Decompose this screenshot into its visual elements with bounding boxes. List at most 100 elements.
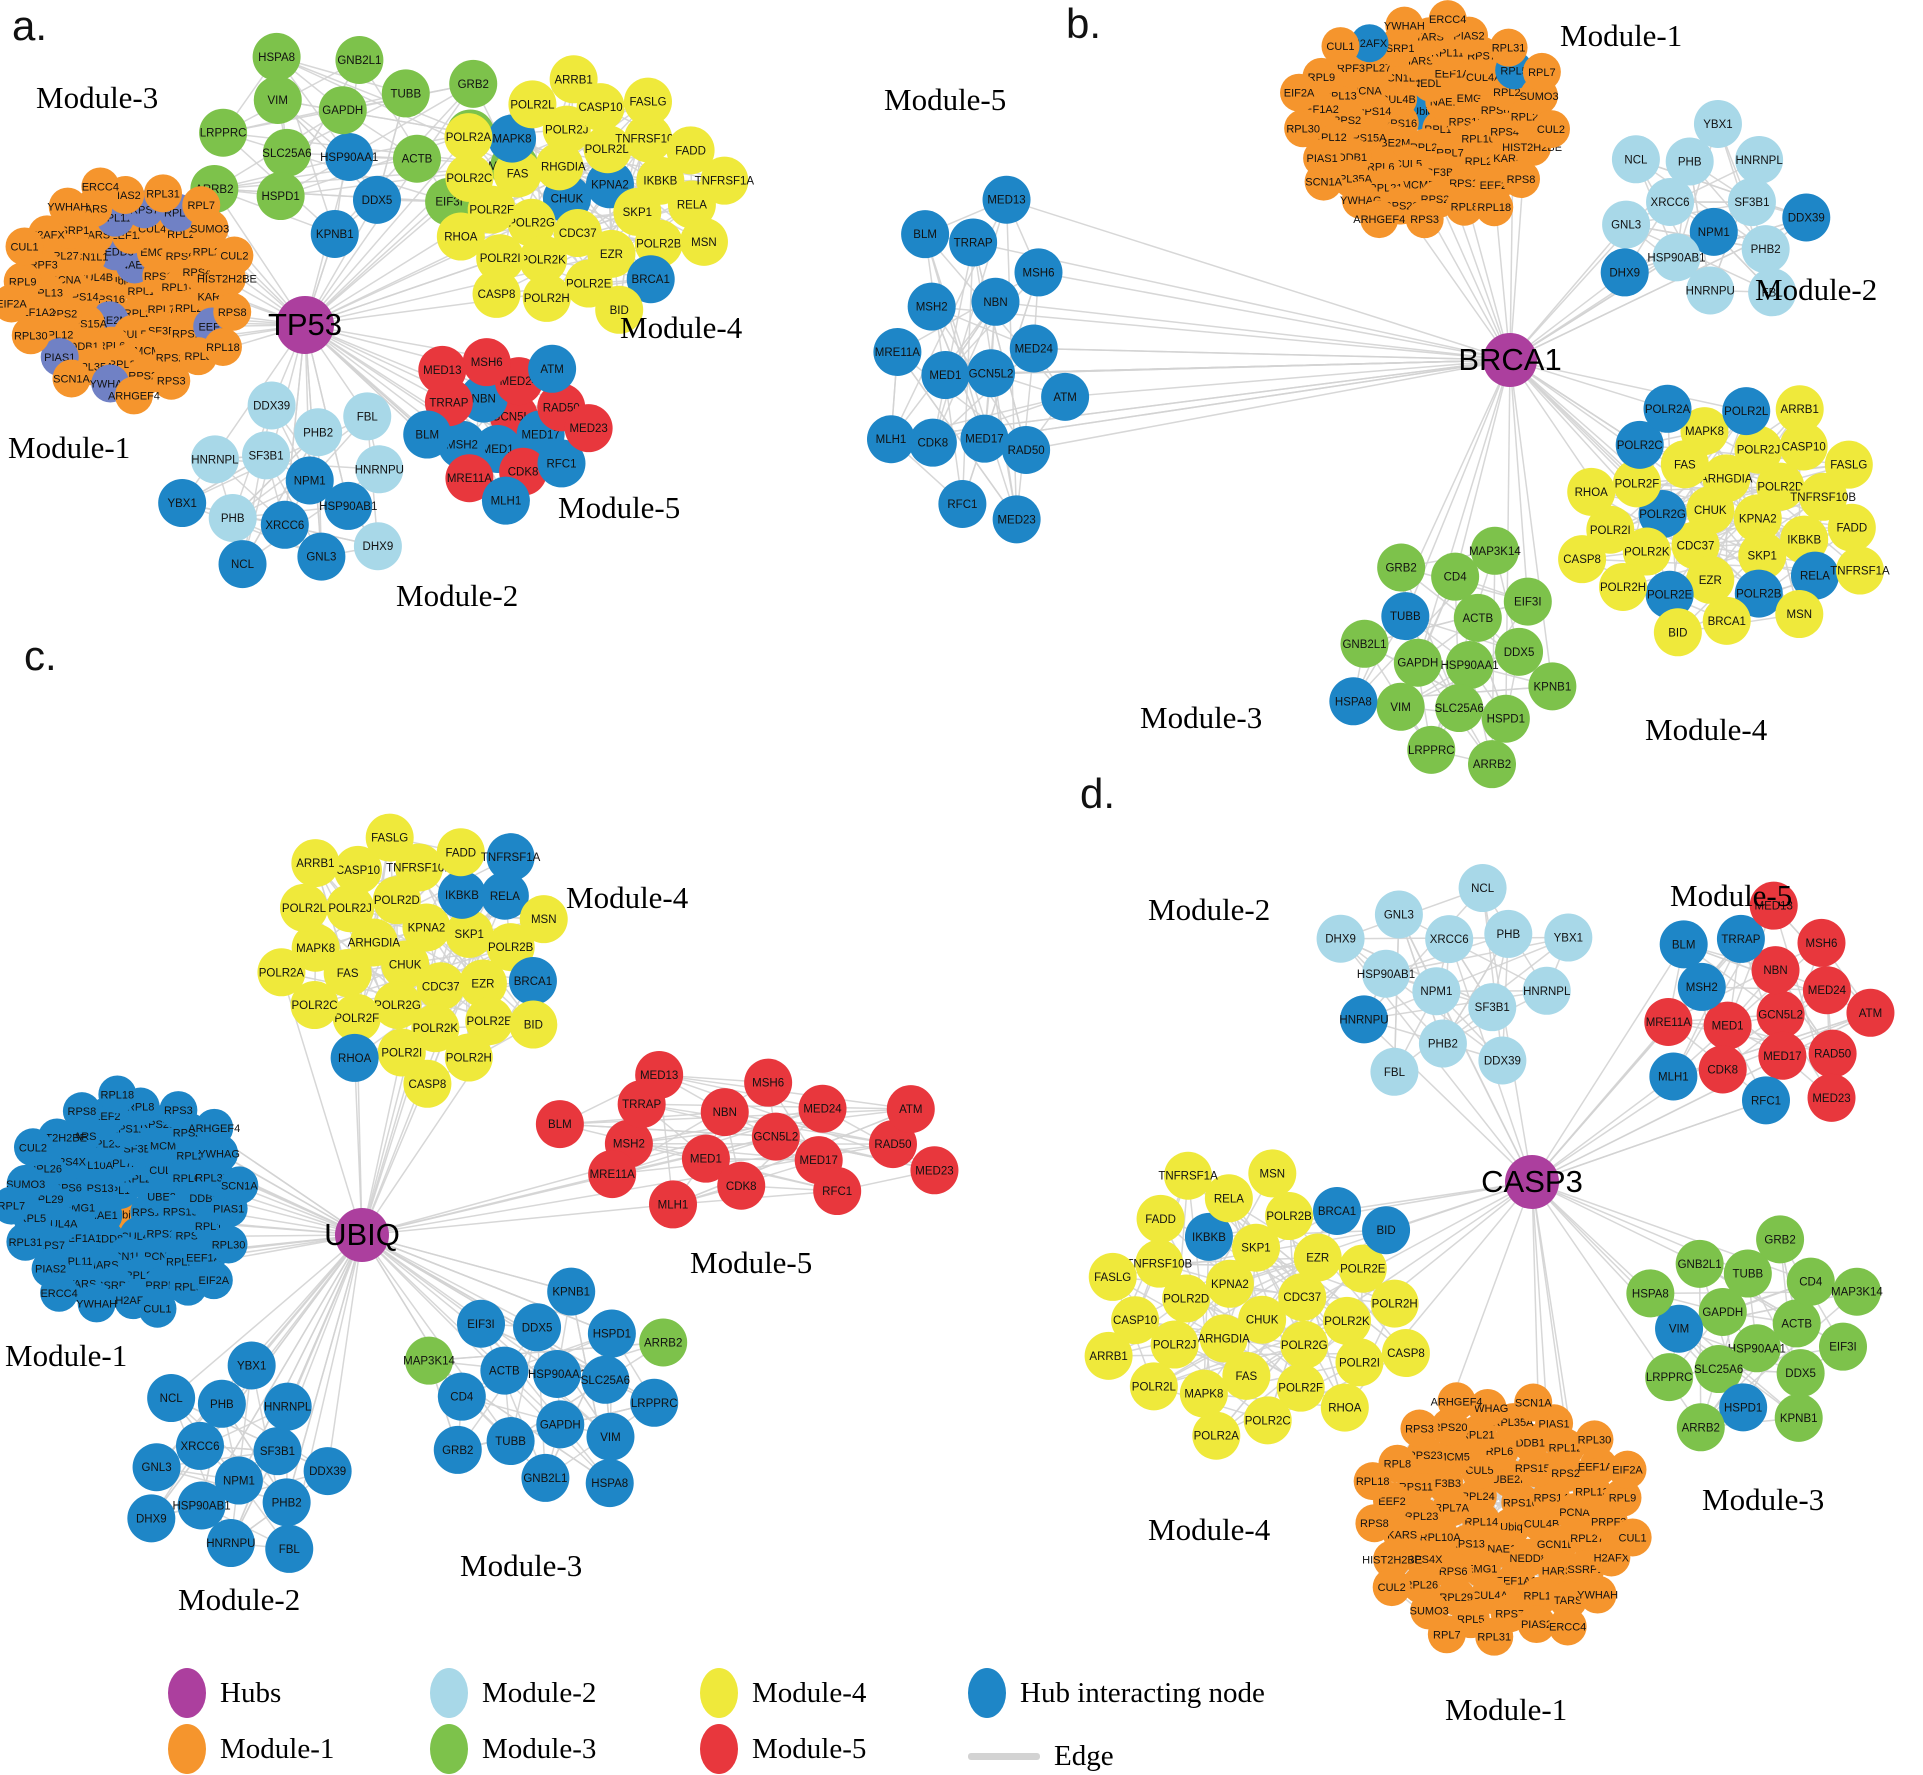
node-TNFRSF10B[interactable] [624,114,673,163]
node-SKP1[interactable] [1232,1223,1281,1272]
node-RPL30[interactable] [1284,109,1323,148]
node-TRRAP[interactable] [949,218,998,267]
node-DDX5[interactable] [1495,627,1544,676]
node-CDK8[interactable] [1698,1045,1747,1094]
node-BLM[interactable] [901,210,950,259]
node-DDX5[interactable] [352,175,401,224]
node-EIF3I[interactable] [1503,577,1552,626]
node-DDX39[interactable] [1478,1036,1527,1085]
node-MSH6[interactable] [462,338,511,387]
node-FASLG[interactable] [365,813,414,862]
node-TARS[interactable] [1549,1580,1588,1619]
node-DDX5[interactable] [1776,1349,1825,1398]
node-CASP8[interactable] [472,269,521,318]
node-NPM1[interactable] [214,1456,263,1505]
node-POLR2A[interactable] [257,948,306,997]
node-MSN[interactable] [679,217,728,266]
node-VIM[interactable] [586,1412,635,1461]
node-ERCC4[interactable] [1428,0,1467,39]
node-YBX1[interactable] [1544,913,1593,962]
node-RPL7[interactable] [182,186,221,225]
node-CD4[interactable] [437,1372,486,1421]
node-RPL7[interactable] [0,1186,31,1225]
node-DDX5[interactable] [513,1303,562,1352]
node-POLR2H[interactable] [1370,1279,1419,1328]
node-MSH6[interactable] [1797,918,1846,967]
node-RPL31[interactable] [1475,1617,1514,1656]
node-HSP90AA1[interactable] [1732,1324,1781,1373]
node-BRCA1[interactable] [1313,1186,1362,1235]
node-MCM5[interactable] [1434,1437,1473,1476]
node-MED23[interactable] [1807,1073,1856,1122]
node-CASP10[interactable] [1779,422,1828,471]
node-POLR2K[interactable] [1622,527,1671,576]
node-BLM[interactable] [1659,920,1708,969]
node-GNB2L1[interactable] [1340,619,1389,668]
node-RHOA[interactable] [1567,467,1616,516]
node-POLR2G[interactable] [1280,1320,1329,1369]
node-EZR[interactable] [458,959,507,1008]
node-POLR2C[interactable] [290,981,339,1030]
node-HSP90AB1[interactable] [324,481,373,530]
node-RAD50[interactable] [1808,1029,1857,1078]
node-POLR2F[interactable] [332,993,381,1042]
node-BRCA1[interactable] [508,957,557,1006]
node-EIF3I[interactable] [1819,1322,1868,1371]
node-LRPPRC[interactable] [199,108,248,157]
node-ARHGDIA[interactable] [1199,1314,1248,1363]
node-POLR2L[interactable] [508,80,557,129]
node-ACTB[interactable] [392,134,441,183]
node-RPL18[interactable] [98,1075,137,1114]
node-CASP10[interactable] [1111,1296,1160,1345]
node-MSN[interactable] [519,895,568,944]
node-ATM[interactable] [886,1085,935,1134]
node-ACTB[interactable] [1772,1299,1821,1348]
node-YWHAH[interactable] [1385,6,1424,45]
node-RELA[interactable] [1790,551,1839,600]
node-HNRNPU[interactable] [1339,995,1388,1044]
node-BRCA1[interactable] [626,255,675,304]
node-RPS3[interactable] [1400,1409,1439,1448]
node-MSN[interactable] [1775,590,1824,639]
node-POLR2G[interactable] [373,981,422,1030]
node-POLR2F[interactable] [1612,459,1661,508]
node-H2AFX[interactable] [1350,24,1389,63]
node-PHB[interactable] [1665,137,1714,186]
node-XRCC6[interactable] [1425,915,1474,964]
node-HNRNPU[interactable] [206,1519,255,1568]
node-ERCC4[interactable] [40,1273,79,1312]
node-EIF2A[interactable] [194,1261,233,1300]
node-HSPD1[interactable] [1481,694,1530,743]
node-POLR2D[interactable] [583,125,632,174]
node-ATM[interactable] [528,344,577,393]
node-RPL30[interactable] [1575,1420,1614,1459]
node-RHOA[interactable] [330,1033,379,1082]
node-BID[interactable] [1653,608,1702,657]
node-TNFRSF1A[interactable] [700,156,749,205]
node-ERCC4[interactable] [81,167,120,206]
hub-node-TP53[interactable] [276,296,334,354]
node-FADD[interactable] [436,828,485,877]
node-MLH1[interactable] [1649,1052,1698,1101]
node-HSP90AB1[interactable] [1362,949,1411,998]
node-VIM[interactable] [1376,682,1425,731]
node-POLR2A[interactable] [444,113,493,162]
node-MED13[interactable] [635,1050,684,1099]
node-DHX9[interactable] [1600,248,1649,297]
node-FBL[interactable] [343,392,392,441]
node-SLC25A6[interactable] [1694,1345,1743,1394]
node-MLH1[interactable] [649,1180,698,1229]
node-MED24[interactable] [1802,966,1851,1015]
node-RPL11[interactable] [1520,1576,1559,1615]
node-GCN5L2[interactable] [967,349,1016,398]
node-POLR2B[interactable] [1734,569,1783,618]
node-MED23[interactable] [992,495,1041,544]
node-SKP1[interactable] [445,909,494,958]
node-SCN1A[interactable] [52,359,91,398]
node-POLR2K[interactable] [411,1004,460,1053]
node-HSP90AA1[interactable] [533,1349,582,1398]
node-MSH2[interactable] [1677,962,1726,1011]
node-GCN5L2[interactable] [1756,990,1805,1039]
node-CASP8[interactable] [1381,1329,1430,1378]
node-MED17[interactable] [1758,1031,1807,1080]
